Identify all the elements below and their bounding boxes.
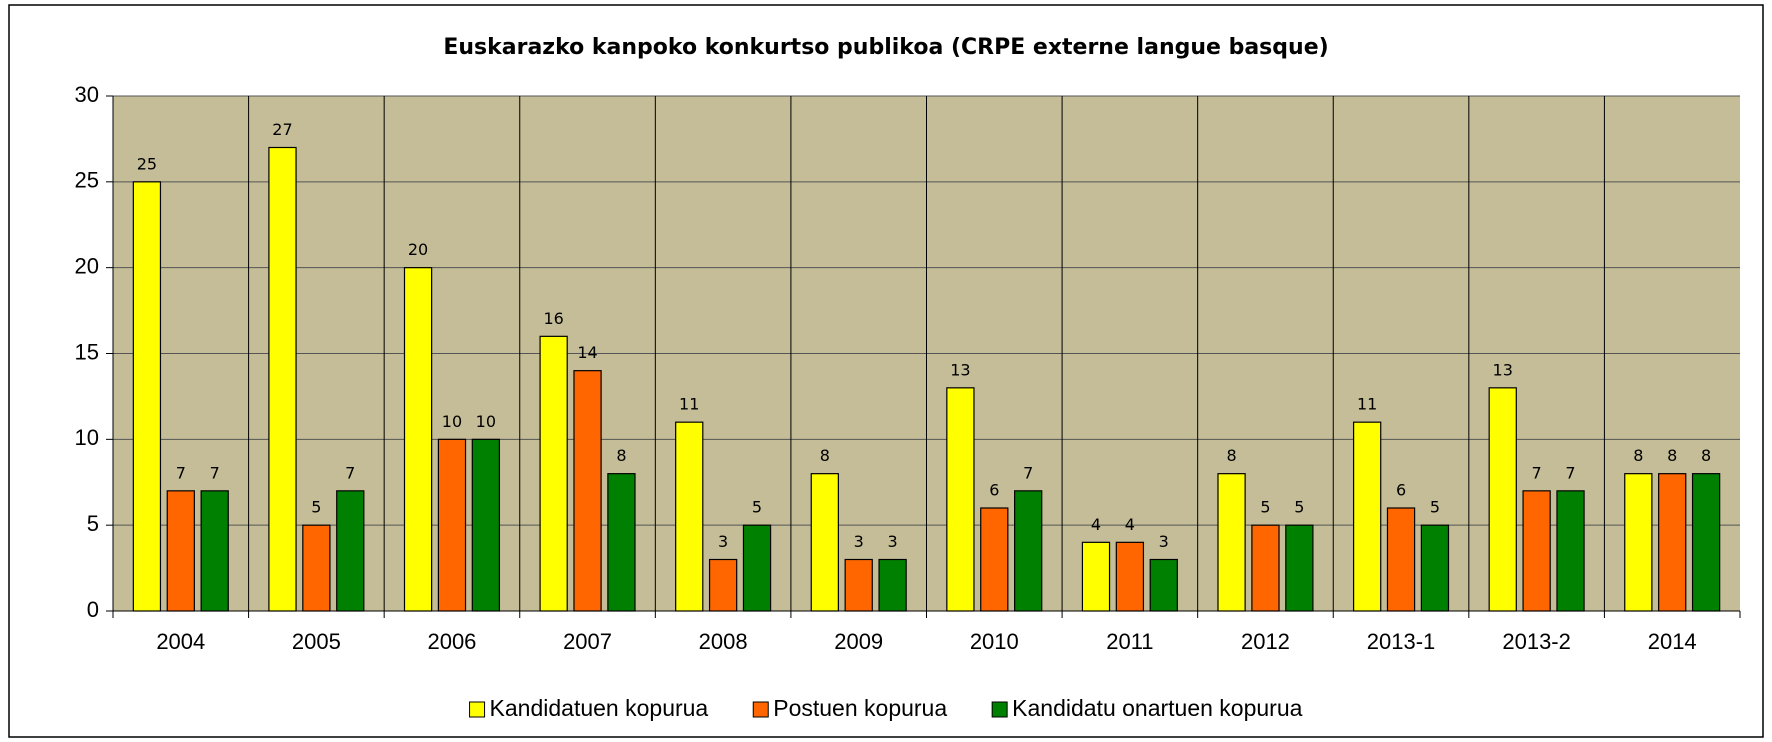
data-label: 7 (1023, 463, 1033, 482)
bar (539, 335, 568, 612)
data-label: 25 (137, 154, 157, 173)
data-label: 7 (1532, 463, 1542, 482)
bar (1285, 524, 1314, 612)
bar (403, 267, 433, 612)
bar (844, 558, 873, 612)
data-label: 3 (718, 532, 728, 551)
data-label: 7 (1565, 463, 1575, 482)
bar (946, 387, 975, 612)
x-tick-label: 2008 (699, 629, 748, 654)
bar (810, 473, 839, 612)
data-label: 5 (311, 498, 321, 517)
bar (742, 524, 772, 612)
data-label: 8 (1633, 446, 1643, 465)
bar (1081, 541, 1111, 612)
data-label: 10 (442, 412, 462, 431)
data-label: 3 (854, 532, 864, 551)
bar (1556, 490, 1585, 612)
legend-label: Kandidatuen kopurua (490, 695, 709, 721)
data-label: 5 (1260, 498, 1270, 517)
y-tick-label: 25 (75, 168, 99, 193)
bar (980, 507, 1009, 612)
bar (1115, 541, 1145, 612)
data-label: 8 (616, 446, 626, 465)
bar (1386, 507, 1416, 612)
bar (302, 524, 331, 612)
data-label: 8 (1667, 446, 1677, 465)
data-label: 8 (1226, 446, 1236, 465)
legend-label: Kandidatu onartuen kopurua (1012, 695, 1302, 721)
x-tick-label: 2005 (292, 629, 341, 654)
data-label: 8 (1701, 446, 1711, 465)
bar (1014, 490, 1043, 612)
bar (200, 490, 229, 612)
data-label: 7 (176, 463, 186, 482)
data-label: 10 (476, 412, 496, 431)
data-label: 13 (1493, 360, 1513, 379)
data-label: 5 (752, 498, 762, 517)
x-tick-label: 2004 (156, 629, 205, 654)
bar (1522, 490, 1551, 612)
bar (132, 181, 162, 612)
data-label: 7 (345, 463, 355, 482)
x-tick-label: 2012 (1241, 629, 1290, 654)
bar (1217, 473, 1246, 612)
bar (268, 146, 297, 612)
bar (1658, 473, 1687, 612)
bar (607, 473, 636, 612)
data-label: 4 (1091, 515, 1101, 534)
y-tick-label: 30 (75, 82, 99, 107)
bar (1149, 558, 1178, 612)
data-label: 11 (679, 395, 699, 414)
data-label: 14 (577, 343, 597, 362)
bar (1624, 473, 1653, 612)
legend-swatch (469, 701, 486, 718)
y-tick-label: 5 (87, 511, 99, 536)
y-tick-label: 0 (87, 597, 99, 622)
legend-swatch (991, 701, 1008, 718)
bar (471, 438, 501, 612)
bar (675, 421, 704, 612)
data-label: 8 (820, 446, 830, 465)
bar (1352, 421, 1382, 612)
x-tick-label: 2013-1 (1367, 629, 1436, 654)
legend-label: Postuen kopurua (773, 695, 947, 721)
y-tick-label: 15 (75, 339, 99, 364)
y-tick-label: 10 (75, 425, 99, 450)
bar (1420, 524, 1450, 612)
bar (437, 438, 467, 612)
data-label: 5 (1430, 498, 1440, 517)
data-label: 6 (989, 481, 999, 500)
data-label: 3 (1159, 532, 1169, 551)
data-label: 6 (1396, 481, 1406, 500)
x-tick-label: 2010 (970, 629, 1019, 654)
legend-swatch (752, 701, 769, 718)
data-label: 11 (1357, 395, 1377, 414)
chart-title: Euskarazko kanpoko konkurtso publikoa (C… (443, 35, 1328, 60)
bar (708, 558, 738, 612)
x-tick-label: 2006 (427, 629, 476, 654)
data-label: 16 (543, 309, 563, 328)
y-tick-label: 20 (75, 253, 99, 278)
data-label: 4 (1125, 515, 1135, 534)
data-label: 27 (272, 120, 292, 139)
bar (166, 490, 195, 612)
bar (1251, 524, 1280, 612)
data-label: 20 (408, 240, 428, 259)
x-tick-label: 2014 (1648, 629, 1697, 654)
data-label: 5 (1294, 498, 1304, 517)
bar (878, 558, 907, 612)
bar (336, 490, 365, 612)
data-label: 13 (950, 360, 970, 379)
bar (1691, 473, 1721, 612)
bar (1488, 387, 1517, 612)
data-label: 3 (888, 532, 898, 551)
x-tick-label: 2007 (563, 629, 612, 654)
bar (573, 370, 602, 612)
x-tick-label: 2011 (1106, 629, 1153, 654)
x-tick-label: 2013-2 (1502, 629, 1571, 654)
data-label: 7 (210, 463, 220, 482)
x-tick-label: 2009 (834, 629, 883, 654)
